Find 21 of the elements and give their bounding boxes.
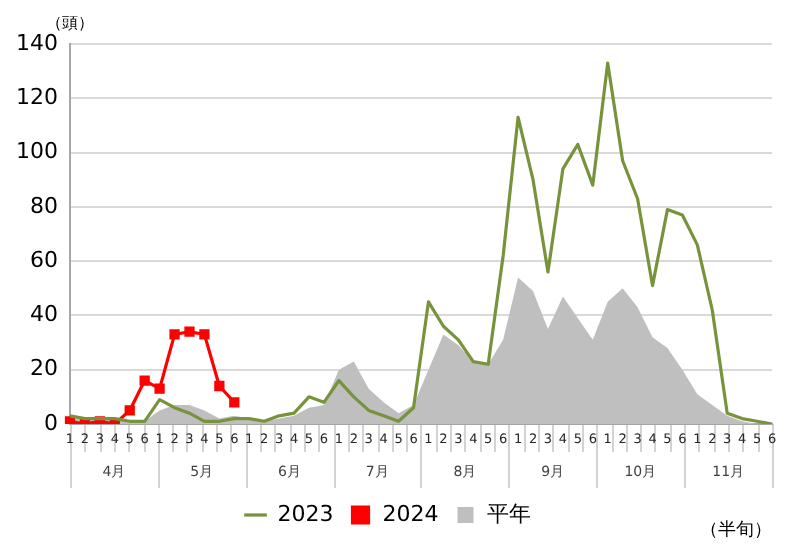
point [184, 326, 195, 337]
y-tick-label: 40 [29, 301, 58, 328]
y-tick-label: 0 [43, 409, 58, 436]
point [229, 397, 240, 408]
y-tick-label: 140 [15, 29, 58, 56]
legend-label: 2024 [382, 500, 439, 527]
y-tick-label: 20 [29, 355, 58, 382]
point [124, 405, 135, 416]
y-tick-label: 60 [29, 246, 58, 273]
legend-label: 2023 [277, 500, 334, 527]
y-tick-label: 80 [29, 192, 58, 219]
y-axis-title: （頭） [45, 14, 94, 33]
y-tick-label: 120 [15, 84, 58, 110]
point [139, 375, 150, 386]
point [169, 329, 180, 340]
legend-label: 平年 [487, 500, 532, 527]
x-axis-title: （半旬） [700, 518, 772, 541]
point [214, 380, 225, 392]
point [199, 329, 210, 340]
y-tick-label: 100 [15, 138, 58, 165]
point [154, 383, 165, 394]
